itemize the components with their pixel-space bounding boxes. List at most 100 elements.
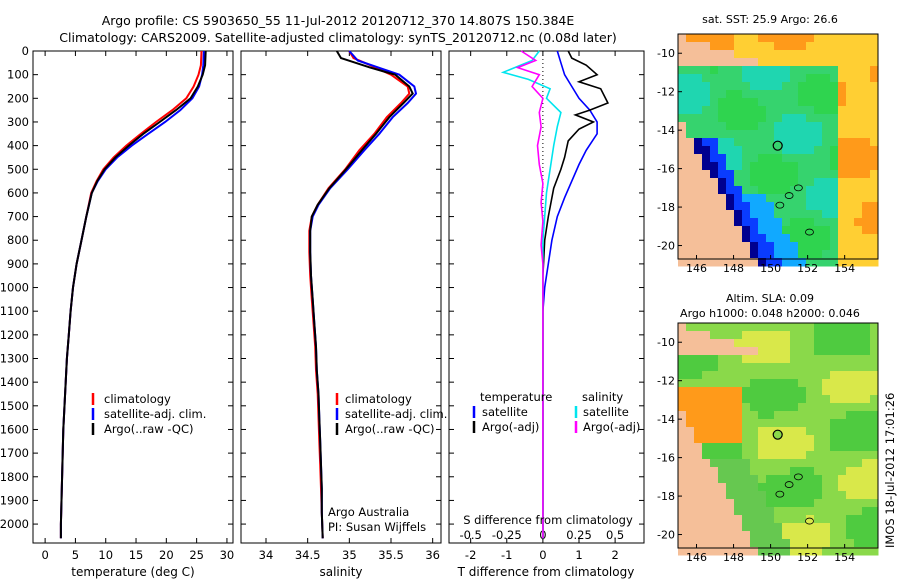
map-cell [862,202,871,211]
legend-label-t-argo: Argo(-adj) [482,420,539,434]
series-line-T Argo(-adj) [542,50,610,539]
map-cell [854,194,863,203]
map-cell [702,339,711,348]
map-cell [718,451,727,460]
map-cell [790,106,799,115]
map-cell [710,50,719,59]
map-cell [854,379,863,388]
map-cell [718,210,727,219]
map-cell [854,34,863,43]
map-cell [766,419,775,428]
map-cell [758,258,767,267]
map-cell [766,170,775,179]
map-cell [766,483,775,492]
map-cell [758,114,767,123]
map-cell [846,242,855,251]
map-cell [814,459,823,468]
map-cell [790,371,799,380]
y-tick-label: 700 [7,210,29,224]
map-cell [694,82,703,91]
map-cell [814,250,823,259]
map-cell [846,443,855,452]
map-cell [718,427,727,436]
map-cell [854,170,863,179]
x-tick-label: 35 [342,548,357,562]
map-cell [750,58,759,67]
map-cell [870,467,879,476]
map-cell [750,42,759,51]
map-cell [686,138,695,147]
map-cell [710,523,719,532]
map-cell [798,186,807,195]
map-cell [862,130,871,139]
series-line-Argo(..raw -QC) [309,50,414,539]
map-cell [710,355,719,364]
map-cell [742,475,751,484]
map-cell [726,114,735,123]
map-cell [734,523,743,532]
map-cell [710,443,719,452]
map-cell [814,355,823,364]
map-cell [702,210,711,219]
map-cell [686,331,695,340]
map-cell [774,483,783,492]
map-cell [830,146,839,155]
map-cell [718,395,727,404]
x-tick-label: -2 [465,548,476,562]
map-cell [806,379,815,388]
map-cell [862,98,871,107]
map-cell [806,547,815,556]
map-cell [774,50,783,59]
map-cell [766,387,775,396]
map-cell [774,363,783,372]
map-cell [742,347,751,356]
map-cell [678,242,687,251]
map-cell [870,98,879,107]
map-cell [854,58,863,67]
map-cell [678,50,687,59]
map-cell [766,50,775,59]
argo-position-marker [772,140,783,151]
map-cell [726,435,735,444]
credit-line2: PI: Susan Wijffels [328,520,426,534]
map-cell [758,58,767,67]
map-cell [686,130,695,139]
map-cell [846,499,855,508]
map-cell [678,363,687,372]
map-cell [806,339,815,348]
map-cell [726,355,735,364]
map-cell [846,515,855,524]
map-cell [782,90,791,99]
map-cell [726,475,735,484]
map-cell [870,170,879,179]
map-cell [798,162,807,171]
y-tick-label: 100 [7,68,29,82]
map-cell [870,154,879,163]
map-cell [750,363,759,372]
map-cell [806,170,815,179]
map-cell [830,234,839,243]
map-cell [822,379,831,388]
map-cell [734,242,743,251]
map-cell [798,106,807,115]
map-cell [862,339,871,348]
map-cell [774,323,783,332]
map-cell [814,523,823,532]
map-cell [822,483,831,492]
map-cell [798,250,807,259]
map-cell [702,467,711,476]
map-cell [710,138,719,147]
map-cell [742,339,751,348]
map-cell [862,162,871,171]
map-cell [798,395,807,404]
map-cell [846,467,855,476]
map-cell [822,234,831,243]
map-cell [870,411,879,420]
map-cell [774,539,783,548]
map-cell [758,539,767,548]
map-cell [742,435,751,444]
map-cell [758,234,767,243]
map-cell [806,443,815,452]
map-cell [870,114,879,123]
